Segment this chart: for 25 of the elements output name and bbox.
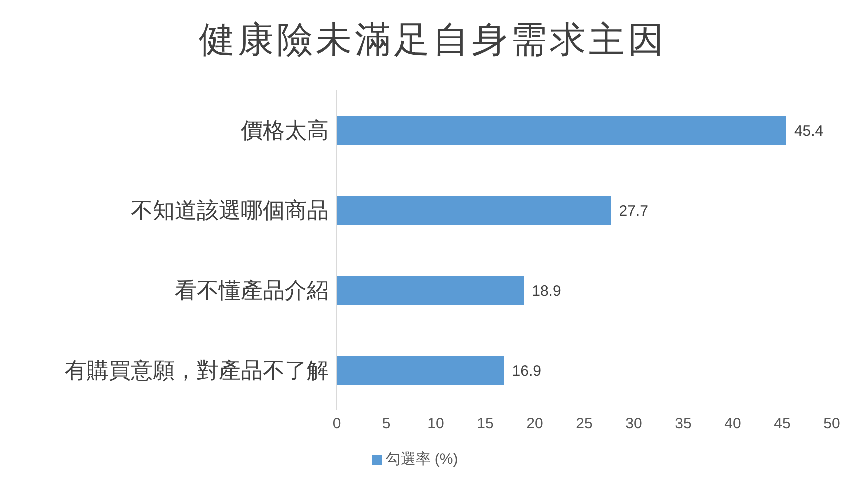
x-tick-label: 50 (824, 416, 840, 433)
x-tick-label: 5 (382, 416, 391, 433)
x-tick-label: 30 (626, 416, 642, 433)
data-label: 18.9 (532, 282, 562, 300)
bar (337, 356, 504, 385)
y-tick-label: 有購買意願，對產品不了解 (65, 358, 329, 383)
x-tick-label: 20 (526, 416, 544, 433)
y-tick-label: 看不懂產品介紹 (175, 278, 329, 303)
x-tick-label: 45 (774, 416, 791, 433)
x-tick-label: 40 (724, 416, 742, 433)
chart-title: 健康險未滿足自身需求主因 (198, 19, 668, 63)
data-label: 27.7 (619, 202, 648, 220)
x-tick-label: 10 (428, 416, 444, 433)
data-label: 16.9 (512, 362, 542, 380)
bar (337, 276, 524, 305)
data-label: 45.4 (794, 122, 824, 140)
y-tick-label: 不知道該選哪個商品 (131, 198, 329, 223)
x-tick-label: 35 (675, 416, 692, 433)
x-tick-label: 0 (332, 416, 342, 433)
x-tick-label: 15 (477, 416, 494, 433)
bar (337, 196, 612, 225)
bar (337, 116, 786, 145)
x-tick-label: 25 (576, 416, 593, 433)
legend-label: 勾選率 (%) (386, 451, 458, 468)
y-tick-label: 價格太高 (241, 118, 329, 143)
